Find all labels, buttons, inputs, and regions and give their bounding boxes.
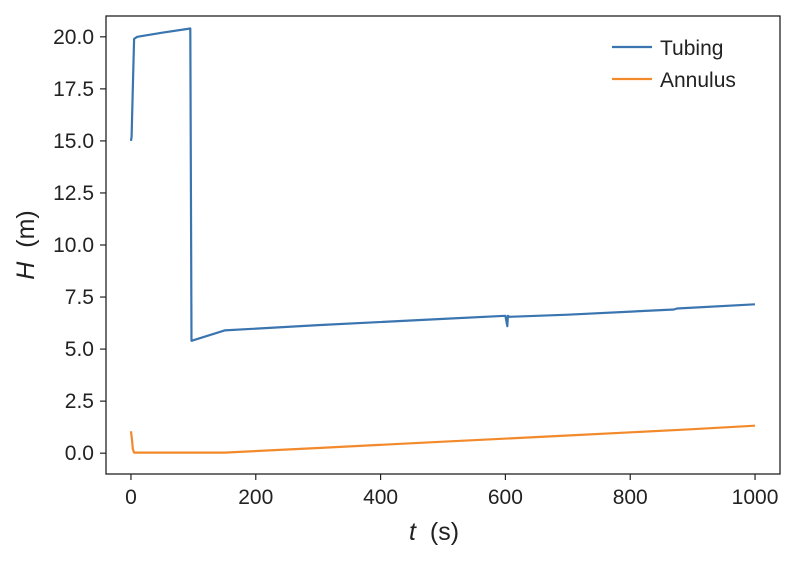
- y-axis-label: H (m): [12, 210, 40, 280]
- series-lines: [129, 27, 756, 454]
- y-tick-label: 17.5: [53, 78, 94, 101]
- legend-label-tubing: Tubing: [660, 37, 723, 60]
- axis-ticks: 0 200 400 600 800 1000 0.0 2.5 5.0 7.5 10.0 12.5 15.…: [53, 26, 778, 509]
- y-axis-variable: H: [12, 261, 40, 280]
- y-tick-label: 12.5: [53, 182, 94, 205]
- x-tick-label: 800: [613, 486, 648, 509]
- y-tick-label: 15.0: [53, 130, 94, 153]
- y-tick-label: 5.0: [65, 338, 94, 361]
- x-tick-label: 400: [363, 486, 398, 509]
- y-tick-label: 20.0: [53, 26, 94, 49]
- x-axis-unit: (s): [430, 518, 459, 546]
- series-line-tubing: [129, 27, 756, 342]
- x-tick-label: 200: [238, 486, 273, 509]
- y-tick-label: 2.5: [65, 390, 94, 413]
- y-tick-label: 7.5: [65, 286, 94, 309]
- x-tick-label: 1000: [732, 486, 779, 509]
- y-tick-label: 0.0: [65, 442, 94, 465]
- x-axis-variable: t: [409, 518, 417, 546]
- y-axis-unit: (m): [12, 210, 40, 247]
- x-tick-label: 0: [125, 486, 137, 509]
- series-line-annulus: [129, 424, 756, 454]
- y-tick-label: 10.0: [53, 234, 94, 257]
- legend: Tubing Annulus: [612, 37, 736, 92]
- x-tick-label: 600: [488, 486, 523, 509]
- x-axis-label: t (s): [409, 518, 459, 546]
- legend-label-annulus: Annulus: [660, 69, 736, 92]
